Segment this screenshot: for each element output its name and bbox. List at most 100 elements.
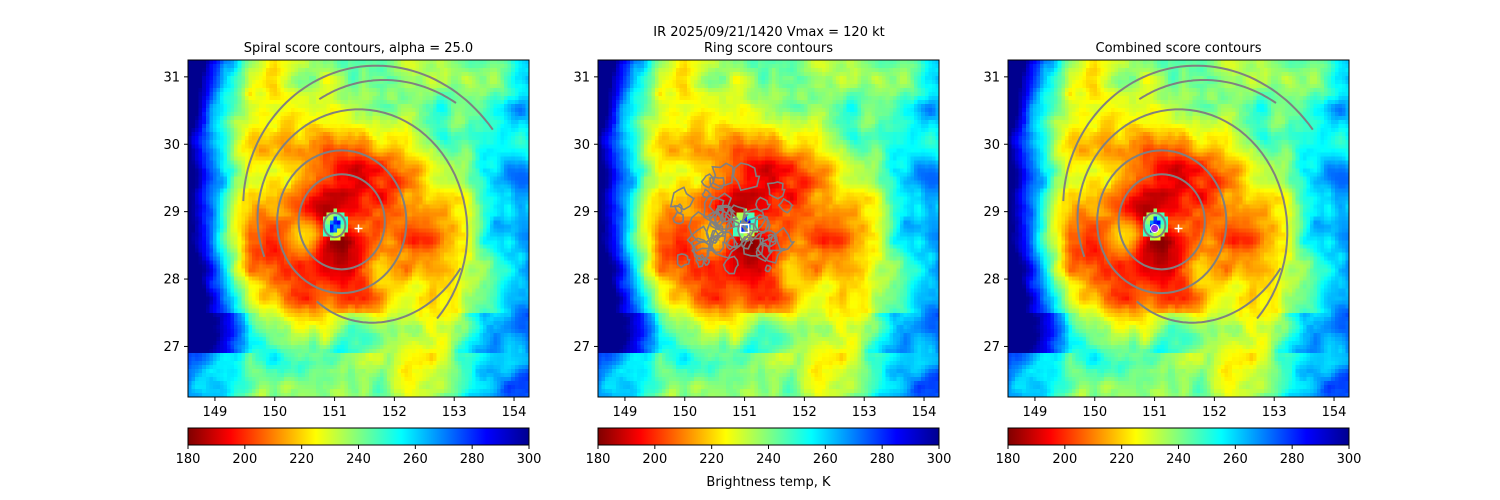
colorbar-tick-label: 200 bbox=[642, 452, 667, 467]
x-tick-label: 154 bbox=[1322, 405, 1347, 420]
center-plus-marker bbox=[354, 224, 363, 233]
y-tick-label: 31 bbox=[163, 70, 180, 85]
contour-line bbox=[766, 181, 786, 200]
colorbar-label: Brightness temp, K bbox=[706, 475, 831, 490]
contour-line bbox=[242, 64, 494, 202]
contour-line bbox=[676, 253, 691, 269]
contour-line bbox=[1138, 79, 1277, 104]
colorbar-tick-label: 300 bbox=[927, 452, 952, 467]
colorbar-tick-label: 260 bbox=[403, 452, 428, 467]
panel-plot-area: 149 150 151 152 153 154 27 28 29 30 31 180 200 220 240… bbox=[573, 59, 952, 467]
contour-line bbox=[673, 203, 683, 215]
x-tick-label: 149 bbox=[1023, 405, 1048, 420]
contour-line bbox=[256, 108, 469, 320]
contour-line bbox=[276, 149, 408, 295]
colorbar-gradient bbox=[187, 427, 530, 446]
contour-overlay bbox=[1062, 64, 1314, 324]
panel-title: Spiral score contours, alpha = 25.0 bbox=[244, 41, 473, 56]
colorbar-tick-label: 300 bbox=[517, 452, 542, 467]
y-tick-label: 27 bbox=[983, 340, 1000, 355]
colorbar-gradient bbox=[597, 427, 940, 446]
contour-line bbox=[777, 197, 795, 214]
colorbar-tick-label: 300 bbox=[1337, 452, 1362, 467]
contour-line bbox=[695, 254, 708, 268]
contour-line bbox=[707, 211, 728, 231]
contour-line bbox=[755, 196, 772, 212]
x-tick-label: 152 bbox=[792, 405, 817, 420]
colorbar: 180 200 220 240 260 280 300 bbox=[586, 427, 952, 467]
contour-line bbox=[1062, 64, 1314, 202]
contour-line bbox=[1142, 211, 1167, 239]
colorbar-tick-label: 260 bbox=[1223, 452, 1248, 467]
x-tick-label: 152 bbox=[1202, 405, 1227, 420]
y-tick-label: 30 bbox=[983, 138, 1000, 153]
y-tick-label: 31 bbox=[983, 70, 1000, 85]
panel-title: Ring score contours bbox=[704, 41, 833, 56]
x-tick-label: 149 bbox=[203, 405, 228, 420]
contour-line bbox=[1096, 149, 1228, 295]
panel-plot-area: 149 150 151 152 153 154 27 28 29 30 31 180 200 220 240… bbox=[163, 59, 542, 467]
contour-line bbox=[722, 255, 739, 275]
y-tick-label: 31 bbox=[573, 70, 590, 85]
x-tick-label: 153 bbox=[1262, 405, 1287, 420]
contour-line bbox=[723, 218, 752, 248]
x-tick-label: 150 bbox=[672, 405, 697, 420]
y-tick-label: 27 bbox=[573, 340, 590, 355]
center-dot-marker bbox=[1150, 224, 1160, 233]
colorbar-tick-label: 220 bbox=[699, 452, 724, 467]
x-tick-label: 153 bbox=[442, 405, 467, 420]
colorbar-tick-label: 200 bbox=[1052, 452, 1077, 467]
y-tick-label: 29 bbox=[573, 205, 590, 220]
colorbar-tick-label: 240 bbox=[346, 452, 371, 467]
contour-line bbox=[708, 192, 733, 222]
colorbar: 180 200 220 240 260 280 300 bbox=[996, 427, 1362, 467]
panel-ring: Ring score contours 149 150 151 152 153 154 27… bbox=[573, 41, 951, 467]
y-tick-label: 29 bbox=[983, 205, 1000, 220]
panel-combined: Combined score contours 149 150 151 152 153 1… bbox=[983, 41, 1361, 467]
contour-line bbox=[690, 237, 717, 262]
center-square-marker bbox=[739, 223, 750, 234]
colorbar-tick-label: 180 bbox=[996, 452, 1021, 467]
y-tick-label: 30 bbox=[573, 138, 590, 153]
contour-line bbox=[732, 162, 761, 192]
contour-line bbox=[709, 176, 726, 191]
colorbar-tick-label: 240 bbox=[1166, 452, 1191, 467]
colorbar-tick-label: 220 bbox=[289, 452, 314, 467]
contour-line bbox=[700, 173, 715, 189]
colorbar-gradient bbox=[1007, 427, 1350, 446]
x-tick-label: 154 bbox=[502, 405, 527, 420]
x-tick-label: 153 bbox=[852, 405, 877, 420]
y-tick-label: 29 bbox=[163, 205, 180, 220]
panel-plot-area: 149 150 151 152 153 154 27 28 29 30 31 180 200 220 240… bbox=[983, 59, 1362, 467]
contour-line bbox=[742, 236, 764, 257]
contour-overlay bbox=[242, 64, 494, 324]
contour-line bbox=[669, 186, 696, 211]
contour-line bbox=[764, 264, 773, 273]
x-tick-label: 150 bbox=[262, 405, 287, 420]
contour-line bbox=[1117, 173, 1206, 271]
figure-suptitle: IR 2025/09/21/1420 Vmax = 120 kt bbox=[653, 25, 884, 40]
x-tick-label: 154 bbox=[912, 405, 937, 420]
colorbar-tick-label: 240 bbox=[756, 452, 781, 467]
contour-line bbox=[322, 211, 347, 239]
x-tick-label: 151 bbox=[322, 405, 347, 420]
contour-line bbox=[709, 208, 736, 234]
colorbar-tick-label: 260 bbox=[813, 452, 838, 467]
colorbar-tick-label: 280 bbox=[460, 452, 485, 467]
contour-line bbox=[318, 79, 457, 104]
contour-line bbox=[753, 215, 771, 233]
axes-frame bbox=[187, 59, 530, 398]
x-tick-label: 152 bbox=[382, 405, 407, 420]
colorbar-tick-label: 180 bbox=[586, 452, 611, 467]
x-tick-label: 151 bbox=[1142, 405, 1167, 420]
contour-line bbox=[316, 267, 462, 324]
y-tick-label: 30 bbox=[163, 138, 180, 153]
contour-line bbox=[297, 173, 386, 271]
colorbar: 180 200 220 240 260 280 300 bbox=[176, 427, 542, 467]
colorbar-tick-label: 220 bbox=[1109, 452, 1134, 467]
contour-line bbox=[1136, 267, 1282, 324]
panel-title: Combined score contours bbox=[1096, 41, 1262, 56]
contour-line bbox=[711, 162, 734, 188]
colorbar-tick-label: 280 bbox=[870, 452, 895, 467]
